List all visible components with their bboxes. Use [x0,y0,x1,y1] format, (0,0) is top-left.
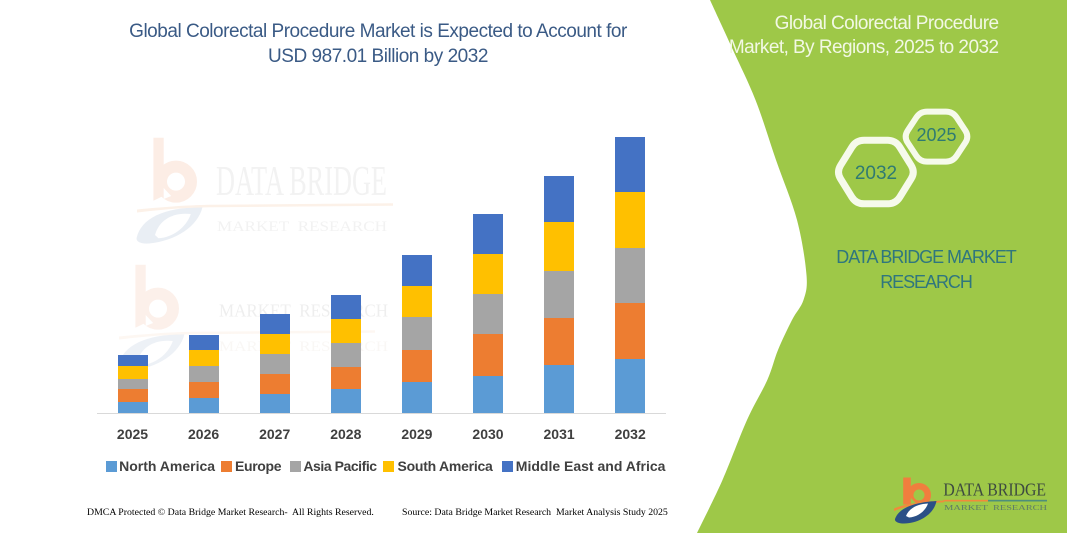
svg-text:DATA BRIDGE: DATA BRIDGE [943,480,1046,500]
svg-text:DATA BRIDGE: DATA BRIDGE [216,159,387,205]
svg-text:MARKET RESEARCH: MARKET RESEARCH [944,505,1047,512]
svg-text:MARKET RESEARCH: MARKET RESEARCH [217,219,387,235]
svg-text:MARKET RESEARCH: MARKET RESEARCH [219,339,388,355]
svg-text:MARKET RESEARCH: MARKET RESEARCH [219,301,388,321]
